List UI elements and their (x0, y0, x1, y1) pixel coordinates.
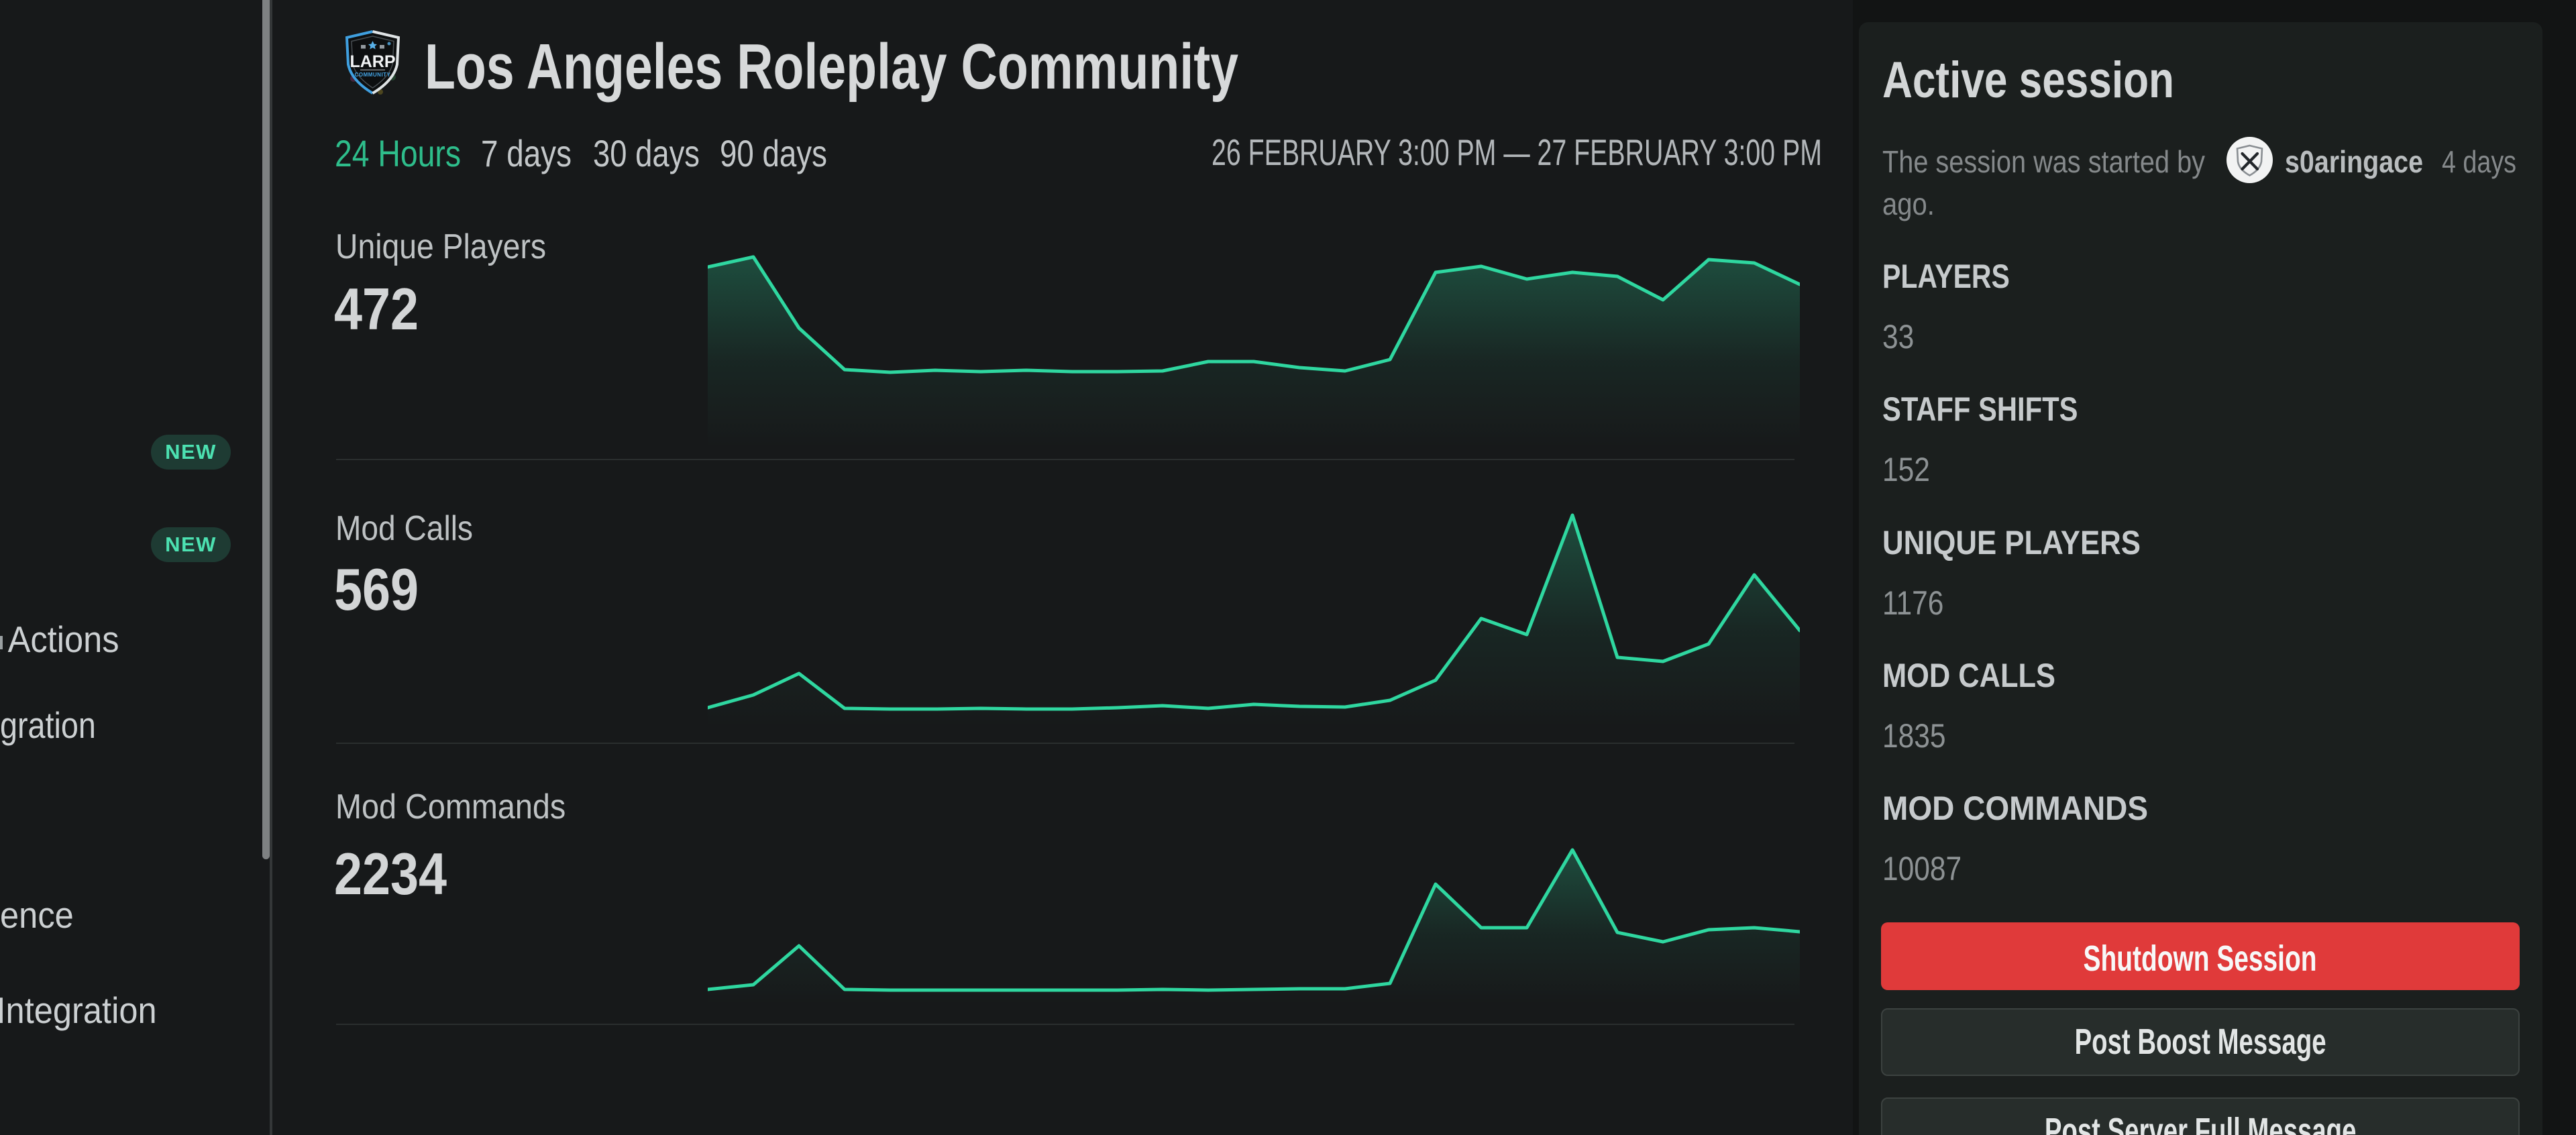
svg-text:LARP: LARP (350, 52, 395, 71)
svg-text:COMMUNITY: COMMUNITY (355, 72, 391, 78)
